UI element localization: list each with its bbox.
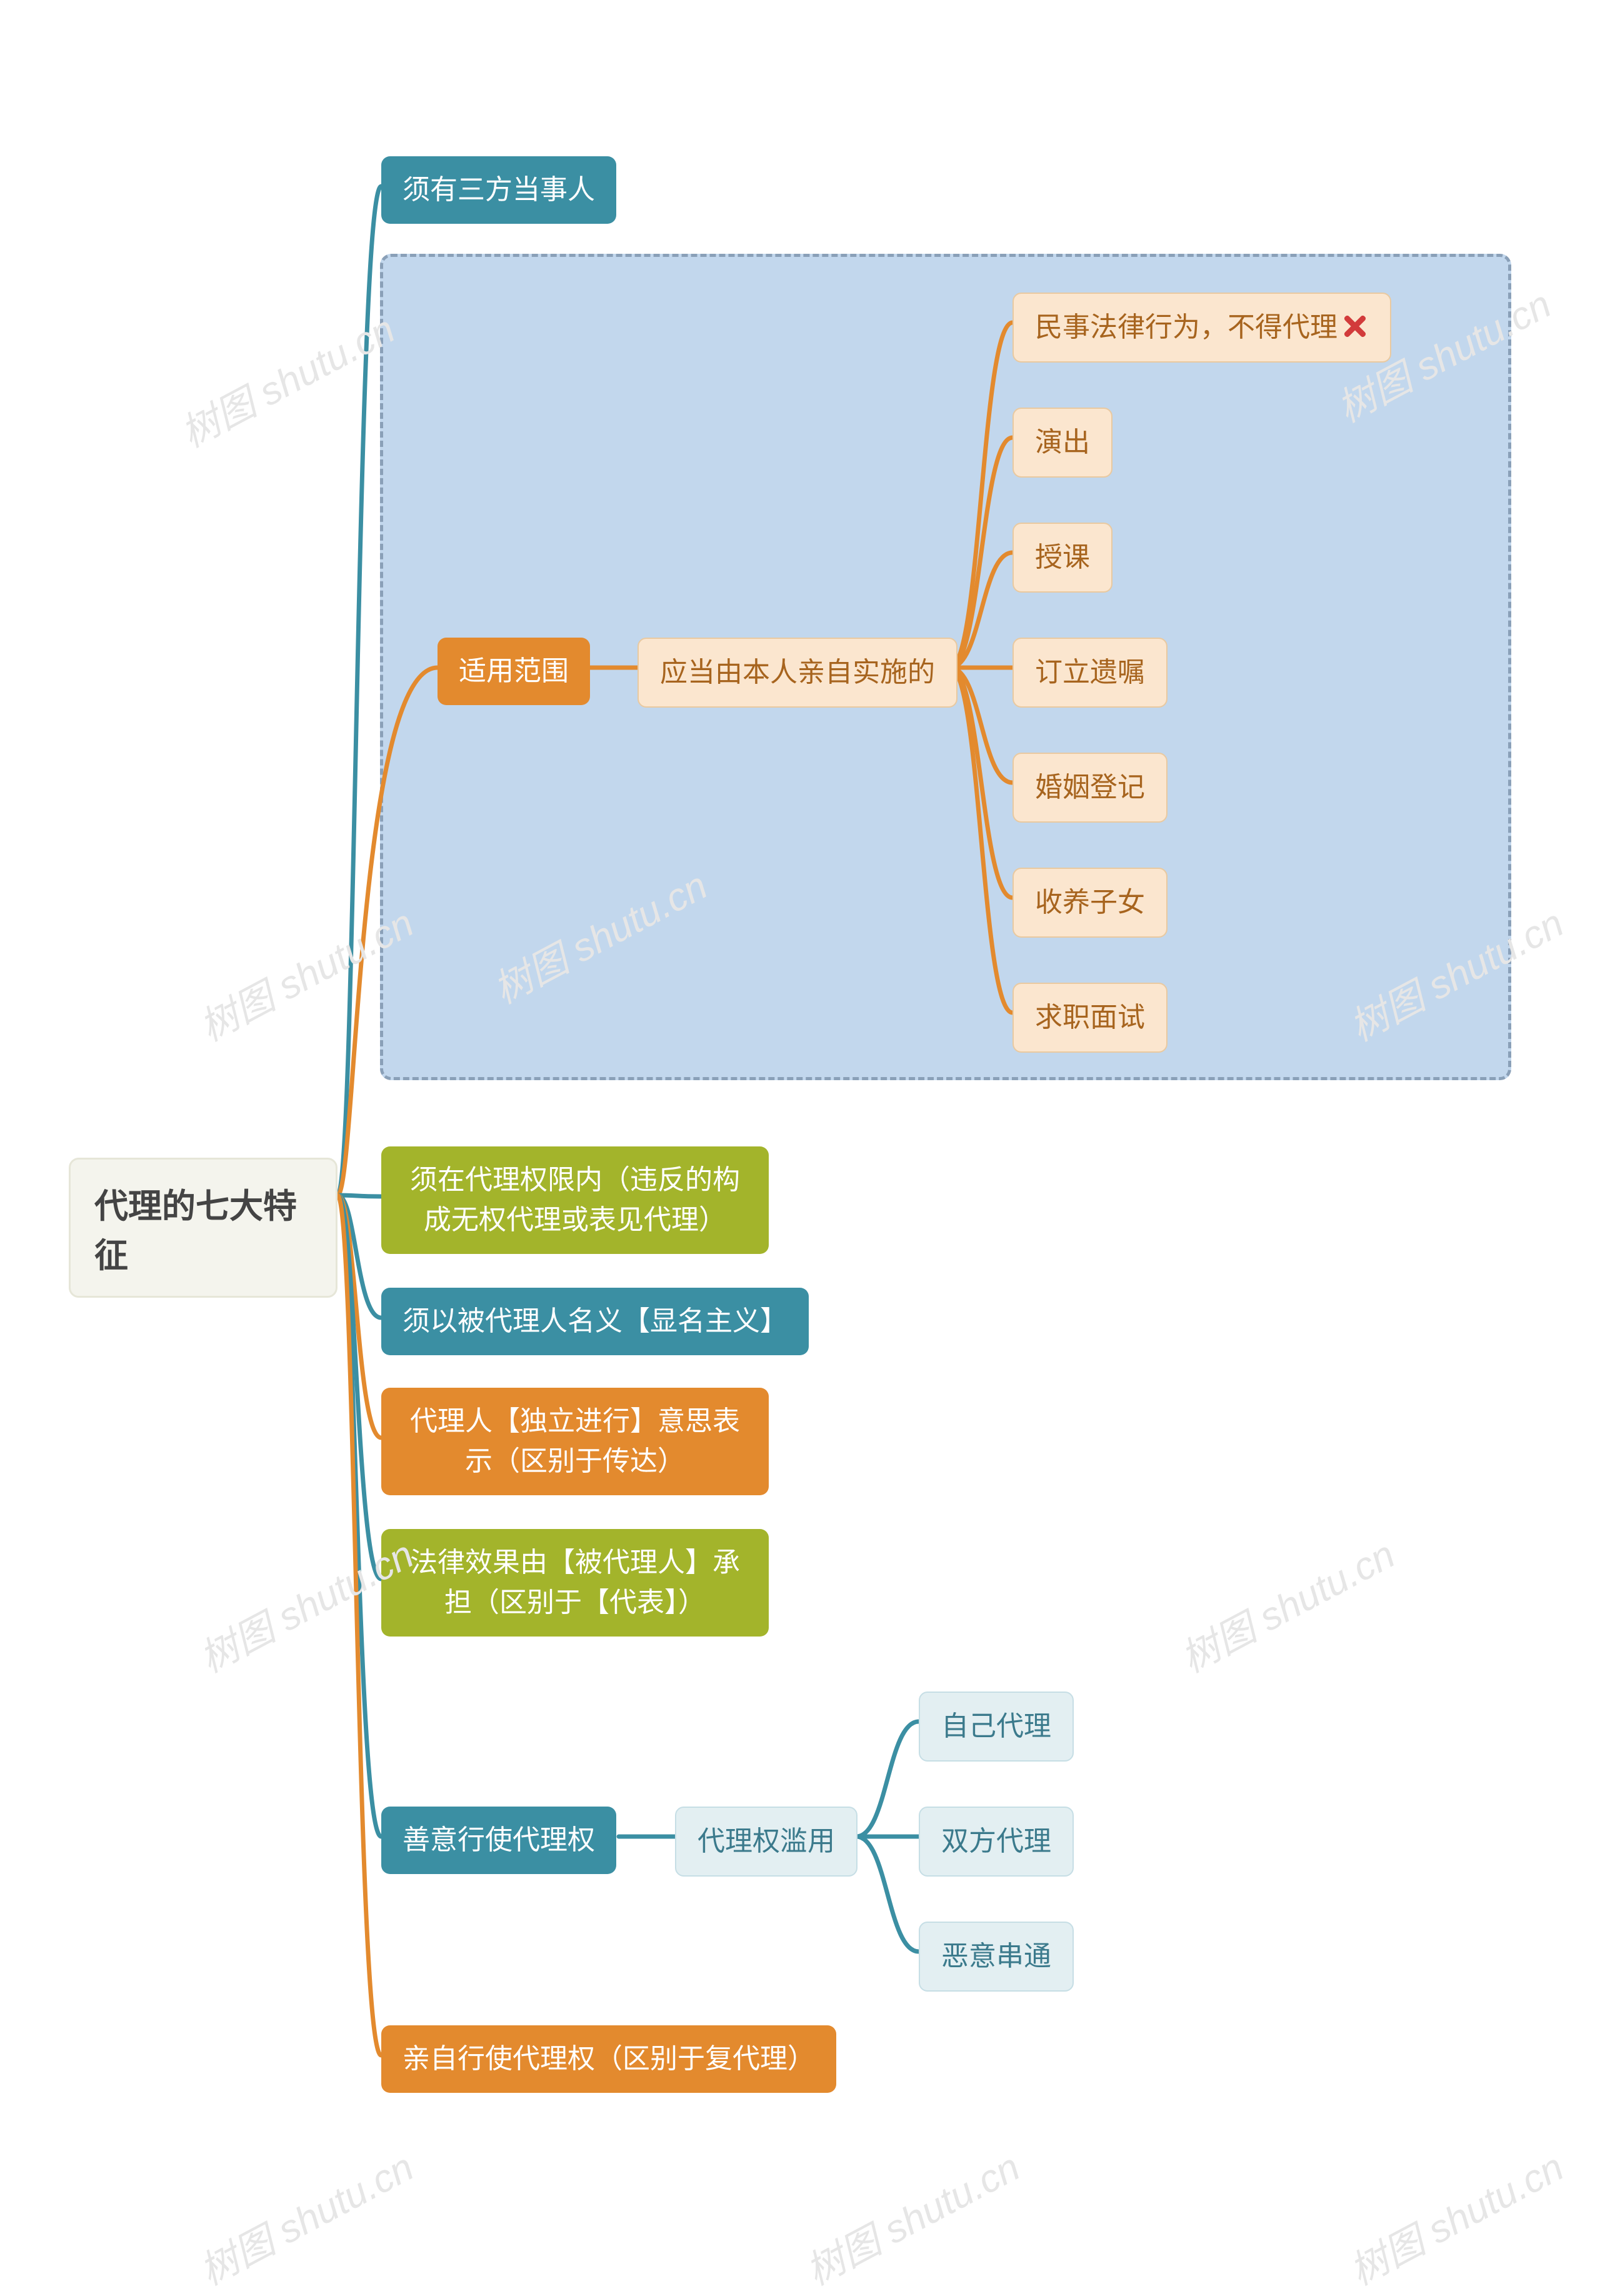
node-n2a6: 收养子女 [1012,868,1168,938]
node-n7a1-label: 自己代理 [941,1711,1051,1742]
node-n2a6-label: 收养子女 [1035,887,1145,918]
node-n6-label: 法律效果由【被代理人】承担（区别于【代表】） [410,1547,740,1618]
node-n7a3: 恶意串通 [919,1922,1074,1992]
node-n2a: 应当由本人亲自实施的 [638,638,958,708]
root-node: 代理的七大特征 [69,1158,338,1298]
node-n7-label: 善意行使代理权 [402,1825,595,1855]
cross-icon [1341,313,1369,340]
node-n4-label: 须以被代理人名义【显名主义】 [402,1306,788,1336]
node-n2a4: 订立遗嘱 [1012,638,1168,708]
watermark: 树图 shutu.cn [794,2136,1028,2296]
node-n2a7: 求职面试 [1012,983,1168,1053]
node-n2a3: 授课 [1012,523,1112,593]
node-n2a1: 民事法律行为，不得代理 [1012,293,1391,363]
node-n2a7-label: 求职面试 [1035,1002,1145,1033]
node-n4: 须以被代理人名义【显名主义】 [381,1288,809,1355]
node-n7a-label: 代理权滥用 [698,1826,835,1857]
node-n3-label: 须在代理权限内（违反的构成无权代理或表见代理） [410,1165,740,1235]
node-n7: 善意行使代理权 [381,1807,616,1874]
node-n8-label: 亲自行使代理权（区别于复代理） [402,2043,815,2074]
node-n1: 须有三方当事人 [381,156,616,224]
node-n6: 法律效果由【被代理人】承担（区别于【代表】） [381,1529,769,1637]
node-n7a1: 自己代理 [919,1692,1074,1762]
node-n2-label: 适用范围 [459,656,569,686]
watermark: 树图 shutu.cn [188,2136,422,2296]
node-n1-label: 须有三方当事人 [402,174,595,205]
node-n2a3-label: 授课 [1035,542,1090,573]
node-n5: 代理人【独立进行】意思表示（区别于传达） [381,1388,769,1495]
node-n2a5: 婚姻登记 [1012,753,1168,823]
root-label: 代理的七大特征 [94,1188,297,1275]
node-n2a-label: 应当由本人亲自实施的 [660,657,935,688]
node-n3: 须在代理权限内（违反的构成无权代理或表见代理） [381,1146,769,1254]
node-n2a2-label: 演出 [1035,427,1090,458]
node-n2a5-label: 婚姻登记 [1035,772,1145,803]
node-n7a: 代理权滥用 [675,1807,858,1877]
node-n7a3-label: 恶意串通 [941,1941,1051,1972]
watermark: 树图 shutu.cn [1338,2136,1572,2296]
node-n2a4-label: 订立遗嘱 [1035,657,1145,688]
node-n8: 亲自行使代理权（区别于复代理） [381,2025,836,2093]
node-n7a2-label: 双方代理 [941,1826,1051,1857]
watermark: 树图 shutu.cn [1169,1523,1403,1683]
node-n5-label: 代理人【独立进行】意思表示（区别于传达） [410,1406,740,1476]
node-n7a2: 双方代理 [919,1807,1074,1877]
node-n2a1-label: 民事法律行为，不得代理 [1035,312,1338,343]
watermark: 树图 shutu.cn [169,298,403,458]
node-n2: 适用范围 [438,638,590,705]
node-n2a2: 演出 [1012,408,1112,478]
